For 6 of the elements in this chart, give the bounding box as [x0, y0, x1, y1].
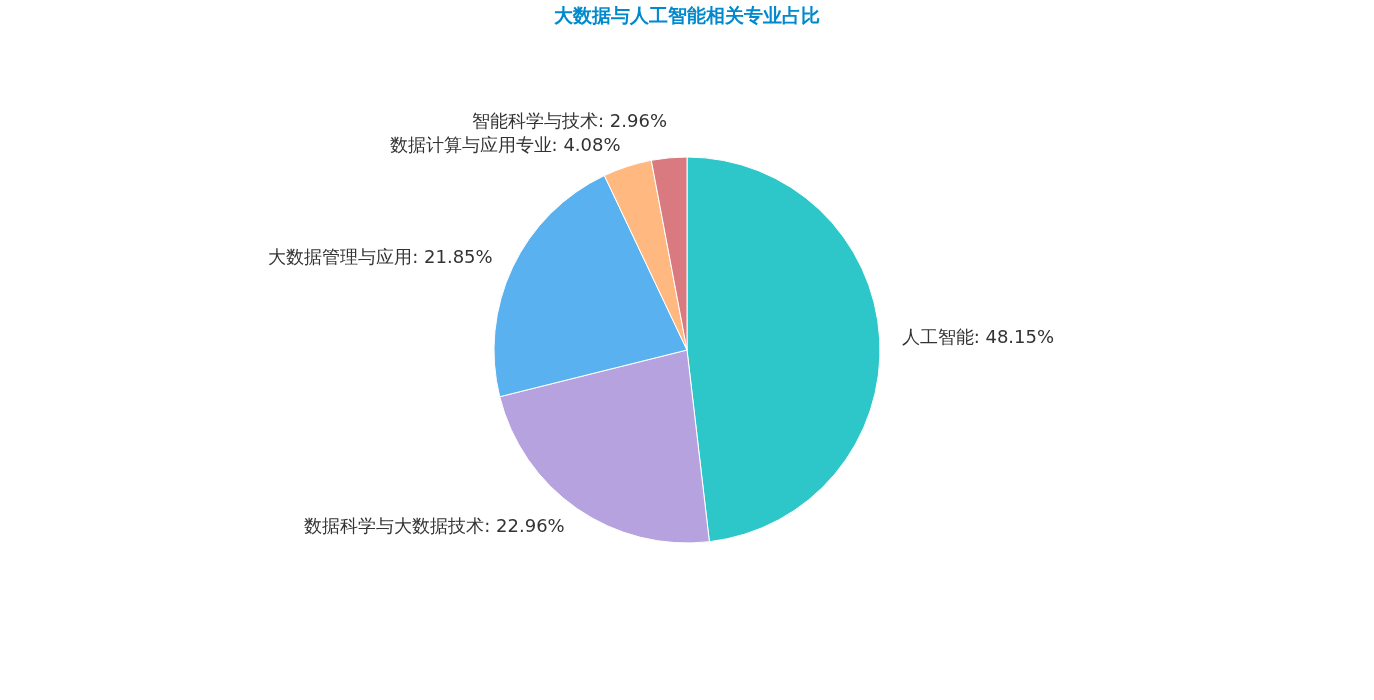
slice-label: 数据计算与应用专业: 4.08% [389, 133, 621, 155]
slice-label: 大数据管理与应用: 21.85% [268, 246, 493, 268]
slice-label: 数据科学与大数据技术: 22.96% [304, 514, 565, 536]
slice-label: 人工智能: 48.15% [901, 325, 1055, 347]
chart-title: 大数据与人工智能相关专业占比 [554, 4, 820, 26]
slice-label: 智能科学与技术: 2.96% [472, 109, 668, 131]
